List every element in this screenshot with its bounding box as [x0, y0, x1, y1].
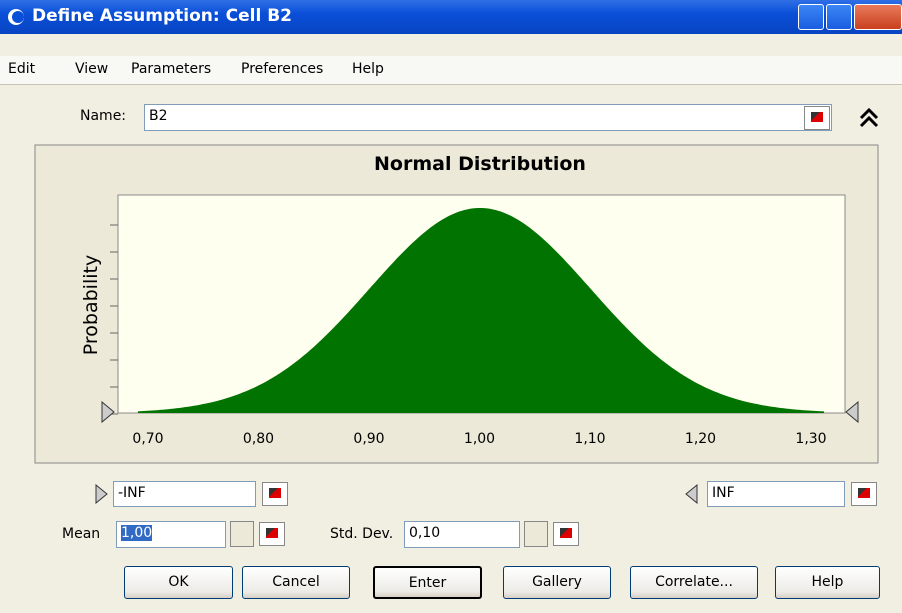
collapse-chevron[interactable]	[858, 106, 880, 130]
cell-select-icon[interactable]	[262, 482, 288, 506]
help-button[interactable]: Help	[775, 566, 880, 599]
ok-button[interactable]: OK	[124, 566, 233, 599]
title-bar	[0, 0, 902, 34]
cancel-button[interactable]: Cancel	[242, 566, 350, 599]
cell-select-icon[interactable]	[851, 482, 877, 506]
menu-item[interactable]: View	[75, 61, 109, 77]
menu-separator	[0, 84, 902, 85]
distribution-curve	[138, 208, 824, 413]
upper-bound-grabber[interactable]	[845, 400, 859, 424]
mean-input[interactable]: 1,00	[116, 521, 226, 548]
cell-select-icon[interactable]	[553, 522, 579, 546]
std-dev-spinner[interactable]	[524, 521, 548, 547]
y-axis-label: Probability	[80, 255, 102, 355]
x-tick-label: 1,10	[574, 431, 605, 447]
upper-bound-input[interactable]: INF	[707, 481, 845, 507]
y-axis-ticks	[110, 224, 118, 415]
x-axis-labels: 0,70 0,80 0,90 1,00 1,10 1,20 1,30	[132, 431, 826, 447]
minimize-button[interactable]	[798, 4, 824, 30]
x-tick-label: 1,30	[795, 431, 826, 447]
std-dev-label: Std. Dev.	[330, 526, 394, 542]
lower-arrow	[95, 484, 108, 504]
name-input[interactable]: B2	[144, 104, 832, 131]
x-tick-label: 0,90	[353, 431, 384, 447]
menu-item[interactable]: Help	[352, 61, 384, 77]
app-icon	[8, 9, 24, 25]
cell-select-icon[interactable]	[804, 106, 830, 130]
cell-select-icon[interactable]	[259, 522, 285, 546]
name-label: Name:	[80, 108, 127, 124]
window-title: Define Assumption: Cell B2	[32, 6, 292, 26]
x-tick-label: 0,80	[243, 431, 274, 447]
x-tick-label: 1,20	[685, 431, 716, 447]
x-tick-label: 1,00	[464, 431, 495, 447]
menu-bar	[0, 56, 902, 84]
mean-label: Mean	[62, 526, 101, 542]
mean-spinner[interactable]	[230, 521, 254, 547]
correlate-button[interactable]: Correlate...	[630, 566, 758, 599]
gallery-button[interactable]: Gallery	[503, 566, 611, 599]
std-dev-input[interactable]: 0,10	[404, 521, 520, 548]
lower-bound-grabber[interactable]	[101, 400, 115, 424]
upper-arrow	[685, 484, 698, 504]
enter-button[interactable]: Enter	[373, 566, 482, 599]
menu-item[interactable]: Preferences	[241, 61, 324, 77]
mean-value: 1,00	[121, 525, 153, 541]
maximize-button[interactable]	[826, 4, 852, 30]
lower-bound-input[interactable]: -INF	[113, 481, 256, 507]
menu-item[interactable]: Parameters	[131, 61, 212, 77]
x-tick-label: 0,70	[132, 431, 163, 447]
menu-item[interactable]: Edit	[8, 61, 36, 77]
chart-title: Normal Distribution	[374, 153, 586, 175]
